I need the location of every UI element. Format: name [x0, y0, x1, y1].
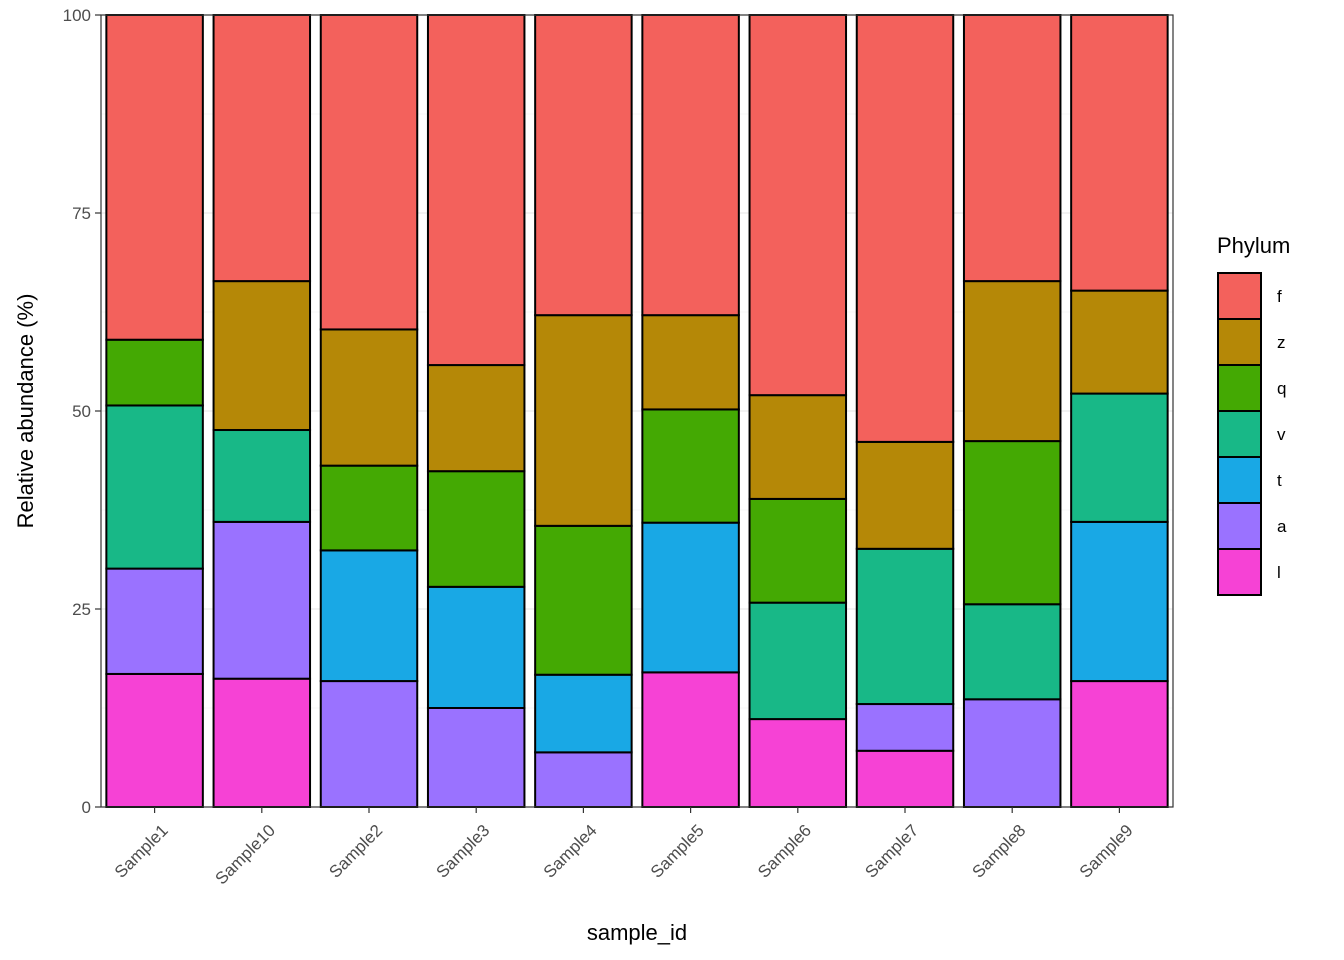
bar-segment-Sample1-l [105, 672, 204, 808]
legend-label-l: l [1277, 563, 1281, 582]
x-tick-label: Sample8 [969, 821, 1030, 882]
bar-segment-Sample3-t [426, 585, 526, 709]
bar-segment-Sample4-q [534, 524, 633, 676]
legend-label-q: q [1277, 379, 1286, 398]
bar-segment-Sample8-q [962, 440, 1062, 606]
bar-segment-Sample8-a [962, 698, 1062, 809]
bar-segment-Sample1-a [105, 567, 204, 675]
legend-label-v: v [1277, 425, 1286, 444]
bar-segment-Sample1-v [105, 404, 204, 570]
bar-segment-Sample2-t [319, 549, 419, 683]
y-tick-label: 25 [72, 600, 91, 619]
bar-segment-Sample6-q [748, 497, 848, 604]
legend: Phylum f z q v t a l [1217, 233, 1290, 596]
bars-group [105, 14, 1169, 809]
legend-label-t: t [1277, 471, 1282, 490]
bar-segment-Sample5-q [641, 408, 740, 524]
bar-segment-Sample2-f [319, 14, 419, 331]
bar-segment-Sample4-f [534, 14, 633, 317]
y-axis: 0 25 50 75 100 [63, 6, 101, 817]
legend-title: Phylum [1217, 233, 1290, 258]
bar-segment-Sample1-f [105, 14, 204, 341]
bar-segment-Sample6-v [748, 601, 848, 721]
x-tick-label: Sample6 [754, 821, 815, 882]
bar-segment-Sample5-l [641, 671, 740, 808]
legend-key-f [1217, 272, 1262, 320]
bar-segment-Sample8-v [962, 603, 1062, 701]
bar-segment-Sample8-f [962, 14, 1062, 283]
bar-segment-Sample5-t [641, 521, 740, 674]
x-axis-title: sample_id [587, 920, 687, 945]
x-axis: Sample1 Sample10 Sample2 Sample3 Sample4 Samp… [111, 807, 1137, 888]
legend-label-f: f [1277, 287, 1282, 306]
legend-key-a [1217, 502, 1262, 550]
bar-segment-Sample7-l [855, 749, 955, 809]
bar-segment-Sample3-q [426, 470, 526, 588]
bar-segment-Sample6-l [748, 718, 848, 809]
bar-segment-Sample8-z [962, 280, 1062, 443]
bar-segment-Sample2-a [319, 680, 419, 809]
bar-segment-Sample10-v [212, 429, 312, 523]
bar-segment-Sample3-z [426, 364, 526, 473]
bar-segment-Sample4-t [534, 673, 633, 754]
bar-segment-Sample9-z [1070, 289, 1169, 395]
bar-segment-Sample2-q [319, 464, 419, 552]
bar-segment-Sample10-f [212, 14, 312, 283]
bar-segment-Sample7-f [855, 14, 955, 443]
legend-key-v [1217, 410, 1262, 458]
y-axis-title: Relative abundance (%) [13, 294, 38, 529]
x-tick-label: Sample10 [211, 821, 279, 889]
bar-segment-Sample9-v [1070, 392, 1169, 523]
bar-segment-Sample5-f [641, 14, 740, 317]
bar-segment-Sample3-a [426, 707, 526, 808]
legend-key-z [1217, 318, 1262, 366]
bar-segment-Sample6-z [748, 394, 848, 500]
bar-segment-Sample1-q [105, 338, 204, 407]
bar-segment-Sample10-z [212, 280, 312, 432]
y-tick-label: 75 [72, 204, 91, 223]
bar-segment-Sample4-a [534, 751, 633, 808]
bar-segment-Sample9-f [1070, 14, 1169, 292]
bar-segment-Sample2-z [319, 328, 419, 467]
legend-key-l [1217, 548, 1262, 596]
bar-segment-Sample7-z [855, 440, 955, 550]
bar-segment-Sample9-t [1070, 520, 1169, 683]
x-tick-label: Sample4 [540, 821, 601, 882]
bar-segment-Sample5-z [641, 314, 740, 411]
x-tick-label: Sample9 [1076, 821, 1137, 882]
x-tick-label: Sample5 [647, 821, 708, 882]
x-tick-label: Sample3 [433, 821, 494, 882]
y-tick-label: 0 [82, 798, 91, 817]
bar-segment-Sample4-z [534, 314, 633, 527]
y-tick-label: 50 [72, 402, 91, 421]
legend-key-q [1217, 364, 1262, 412]
bar-segment-Sample10-l [212, 677, 312, 808]
legend-label-a: a [1277, 517, 1287, 536]
x-tick-label: Sample1 [111, 821, 172, 882]
bar-segment-Sample3-f [426, 14, 526, 367]
legend-label-z: z [1277, 333, 1286, 352]
legend-key-t [1217, 456, 1262, 504]
y-tick-label: 100 [63, 6, 91, 25]
bar-segment-Sample6-f [748, 14, 848, 397]
x-tick-label: Sample2 [325, 821, 386, 882]
bar-segment-Sample10-a [212, 520, 312, 680]
x-tick-label: Sample7 [861, 821, 922, 882]
bar-segment-Sample7-v [855, 547, 955, 706]
bar-segment-Sample7-a [855, 703, 955, 752]
bar-segment-Sample9-l [1070, 680, 1169, 809]
